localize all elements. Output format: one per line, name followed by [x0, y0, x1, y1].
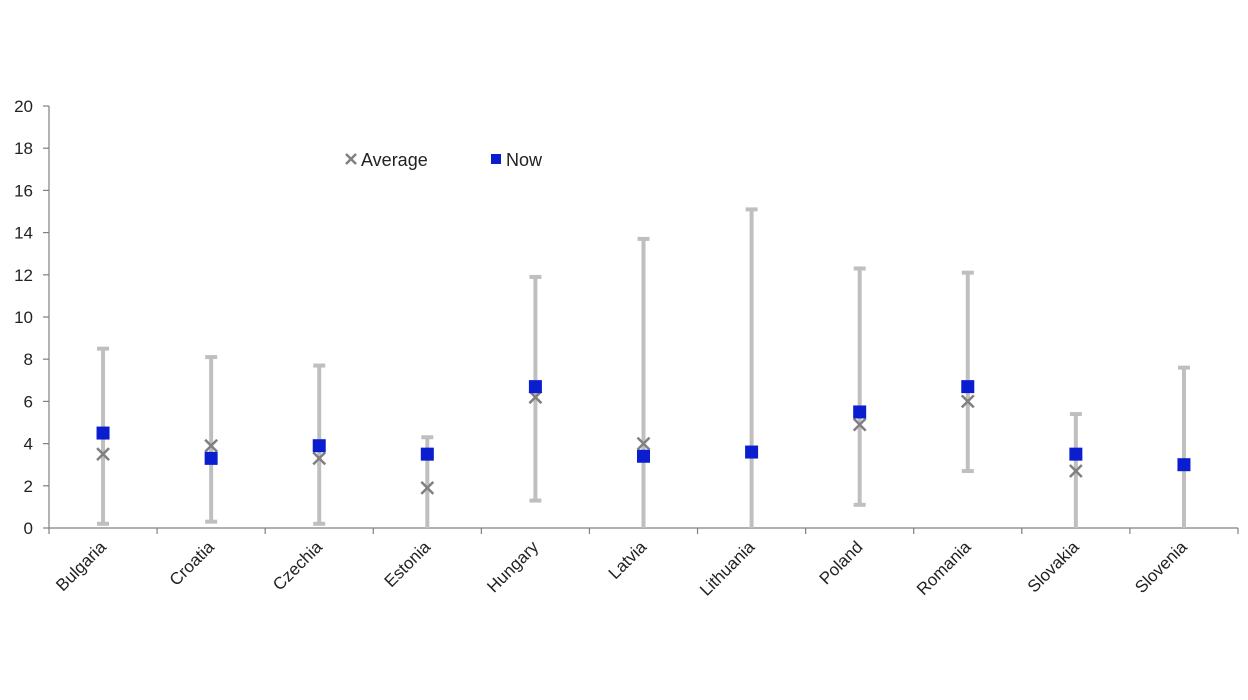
- legend-now-label: Now: [506, 150, 543, 170]
- legend-now-marker: [491, 154, 501, 164]
- y-tick-label: 12: [14, 266, 33, 285]
- x-category-label: Slovenia: [1131, 537, 1191, 597]
- legend-average-marker: [345, 153, 357, 165]
- y-tick-label: 4: [24, 435, 33, 454]
- average-point-stroke: [636, 436, 651, 451]
- x-category-label: Romania: [913, 537, 975, 599]
- y-tick-label: 16: [14, 181, 33, 200]
- average-point: [204, 438, 219, 453]
- x-category-label: Latvia: [605, 537, 651, 583]
- axes: 0 2 4 6 8 10 12 14 16 18 20 Bulgaria Croatia Czechia E…: [14, 97, 1239, 600]
- y-tick-label: 8: [24, 350, 33, 369]
- y-tick-label: 6: [24, 392, 33, 411]
- y-tick-label: 0: [24, 519, 33, 538]
- x-category-label: Poland: [816, 537, 867, 588]
- now-point: [96, 426, 110, 440]
- x-category-label: Croatia: [166, 537, 219, 590]
- average-point-stroke: [528, 390, 543, 405]
- now-point: [745, 445, 759, 459]
- y-tick-label: 2: [24, 477, 33, 496]
- average-point: [852, 417, 867, 432]
- y-tick-label: 18: [14, 139, 33, 158]
- legend-average-label: Average: [361, 150, 428, 170]
- range-bars: [97, 207, 1190, 528]
- average-point-stroke: [420, 481, 435, 495]
- x-category-label: Estonia: [381, 537, 435, 591]
- average-point: [420, 481, 435, 495]
- now-point: [204, 451, 218, 465]
- legend: Average Now: [345, 150, 543, 170]
- now-point: [1177, 458, 1191, 472]
- now-point: [1069, 447, 1083, 461]
- x-category-label: Czechia: [269, 537, 326, 594]
- now-point: [312, 439, 326, 453]
- x-category-label: Lithuania: [696, 537, 759, 600]
- now-point: [961, 380, 975, 394]
- average-point-stroke: [312, 451, 327, 466]
- now-point: [420, 447, 434, 461]
- average-point-stroke: [96, 447, 110, 462]
- average-point-stroke: [852, 417, 867, 432]
- now-point: [528, 380, 542, 394]
- markers: [96, 380, 1191, 495]
- y-tick-label: 20: [14, 97, 33, 116]
- average-point: [528, 390, 543, 405]
- average-point: [96, 447, 110, 462]
- average-point-stroke: [960, 394, 975, 409]
- average-point: [636, 436, 651, 451]
- x-category-label: Bulgaria: [52, 537, 110, 595]
- x-category-label: Hungary: [483, 537, 542, 596]
- y-tick-label: 10: [14, 308, 33, 327]
- average-point-stroke: [1068, 464, 1083, 478]
- now-point: [637, 449, 650, 463]
- average-point: [312, 451, 327, 466]
- now-point: [853, 405, 867, 419]
- average-point: [1068, 464, 1083, 478]
- y-tick-label: 14: [14, 224, 33, 243]
- x-category-label: Slovakia: [1024, 537, 1083, 596]
- average-point: [960, 394, 975, 409]
- average-point-stroke: [204, 438, 219, 453]
